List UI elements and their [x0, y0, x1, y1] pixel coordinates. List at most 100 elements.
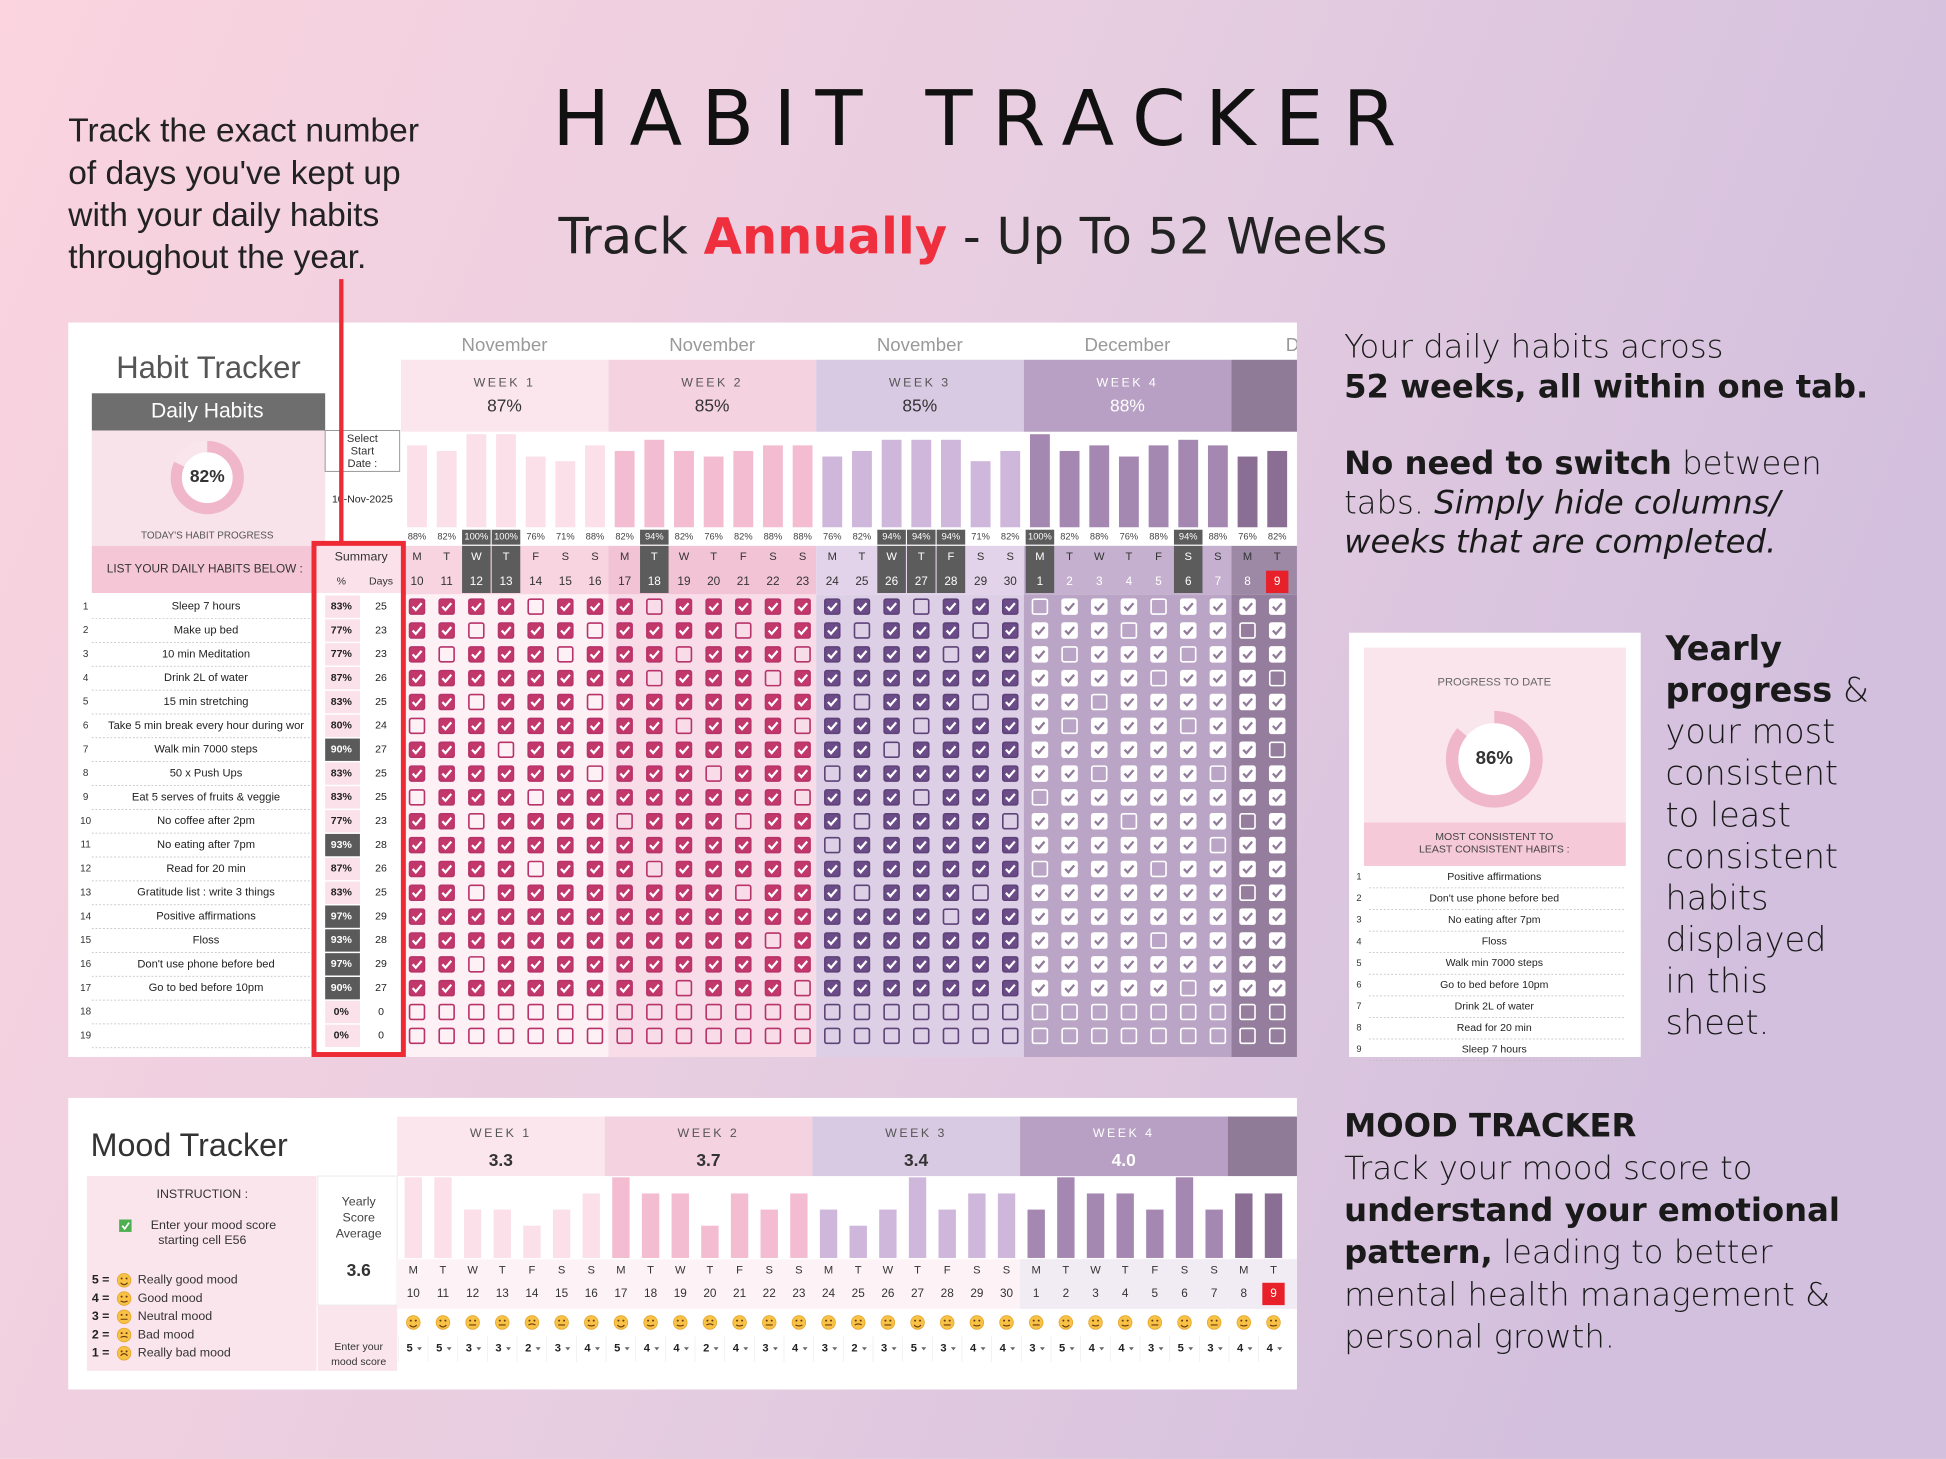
- scale-label: Really good mood: [138, 1273, 238, 1287]
- week-name: WEEK 1: [470, 1126, 532, 1140]
- dropdown-arrow: [713, 1347, 719, 1351]
- day-letter: T: [1122, 1264, 1129, 1276]
- check-mark: [856, 960, 868, 970]
- check-mark: [856, 673, 868, 684]
- checkbox: [883, 622, 900, 639]
- mood-bar: [1116, 1193, 1134, 1258]
- check-mark: [975, 912, 987, 922]
- checkbox: [527, 741, 544, 758]
- check-mark: [945, 888, 957, 898]
- checkbox: [1002, 765, 1019, 782]
- mood-face: [910, 1315, 925, 1330]
- face-eye: [125, 1350, 128, 1353]
- checkbox: [824, 741, 841, 758]
- pct-cell: [325, 619, 360, 642]
- checkbox: [705, 932, 722, 949]
- checkbox: [942, 1003, 960, 1021]
- day-letter: M: [828, 551, 837, 563]
- daily-pct: 76%: [823, 532, 842, 542]
- checkbox: [1090, 717, 1108, 735]
- ranking-name: Floss: [1482, 936, 1507, 948]
- checkbox: [408, 884, 426, 902]
- pct-cell: [325, 881, 360, 904]
- checkbox: [675, 765, 693, 782]
- side-text: in this: [1666, 961, 1768, 1000]
- pct-cell: [325, 976, 360, 1000]
- checkbox: [586, 622, 604, 639]
- checkbox: [527, 646, 544, 663]
- check-mark: [589, 888, 601, 898]
- check-mark: [1272, 983, 1283, 994]
- check-mark: [649, 721, 660, 731]
- checkbox: [735, 598, 752, 615]
- face-eye: [1008, 1319, 1011, 1322]
- check-mark: [856, 650, 868, 660]
- week-name: WEEK 3: [885, 1126, 947, 1140]
- checkbox: [913, 836, 930, 854]
- checkbox: [408, 956, 426, 973]
- checkbox: [913, 860, 930, 878]
- side-text: leading to better: [1493, 1233, 1773, 1271]
- side-text-line: to least: [1666, 795, 1791, 834]
- mood-score: 4: [733, 1342, 740, 1354]
- checkbox: [853, 932, 871, 949]
- row-number: 12: [80, 864, 92, 875]
- check-mark: [678, 936, 690, 946]
- check-mark: [589, 650, 601, 660]
- checkbox: [586, 717, 604, 735]
- check-mark: [560, 936, 571, 946]
- check-mark: [1094, 888, 1105, 898]
- check-mark: [678, 960, 690, 970]
- checkbox: [705, 646, 722, 663]
- check-mark: [886, 626, 898, 636]
- checkbox: [557, 765, 574, 782]
- habit-pct: 83%: [331, 767, 353, 779]
- daily-bar: [703, 456, 724, 528]
- checkbox: [1002, 860, 1019, 878]
- checkbox: [972, 860, 989, 878]
- checkbox: [972, 669, 989, 687]
- checkbox: [824, 646, 841, 663]
- face-mouth: [528, 1323, 536, 1326]
- daily-pct: 82%: [853, 532, 872, 542]
- enter-box: [317, 1305, 398, 1371]
- checkbox: [1120, 813, 1138, 830]
- label-highlight: [936, 529, 966, 545]
- check-mark: [945, 721, 957, 731]
- check-mark: [886, 602, 898, 612]
- checkbox: [972, 1027, 989, 1045]
- week-name: WEEK 3: [889, 376, 951, 390]
- check-mark: [1064, 960, 1076, 970]
- checkbox: [972, 789, 989, 806]
- check-mark: [1123, 888, 1135, 898]
- checkbox: [1120, 1027, 1138, 1045]
- check-mark: [708, 983, 720, 994]
- mood-score: 3: [881, 1342, 887, 1354]
- check-mark: [827, 745, 838, 755]
- checkbox: [942, 669, 960, 687]
- check-mark: [500, 626, 512, 636]
- check-mark: [649, 769, 660, 779]
- habit-name: Sleep 7 hours: [172, 601, 241, 613]
- checkbox: [1002, 598, 1019, 615]
- check-mark: [975, 769, 987, 779]
- day-date: 3: [1092, 1287, 1099, 1300]
- checkbox: [705, 908, 722, 925]
- mood-bar: [671, 1193, 689, 1258]
- checkbox: [1239, 836, 1256, 854]
- daily-pct: 94%: [912, 532, 931, 542]
- check-mark: [1034, 745, 1046, 755]
- checkbox: [497, 1003, 515, 1021]
- check-mark: [856, 602, 868, 612]
- checkbox: [1002, 622, 1019, 639]
- checkbox: [735, 860, 752, 878]
- checkbox: [735, 956, 752, 973]
- check-mark: [1064, 673, 1076, 684]
- face-eye: [125, 1332, 128, 1335]
- daily-bar: [911, 439, 932, 528]
- checkbox: [1031, 741, 1049, 758]
- checkbox: [824, 956, 841, 973]
- check-mark: [589, 817, 601, 827]
- checkbox: [1239, 765, 1256, 782]
- check-mark: [1183, 793, 1194, 803]
